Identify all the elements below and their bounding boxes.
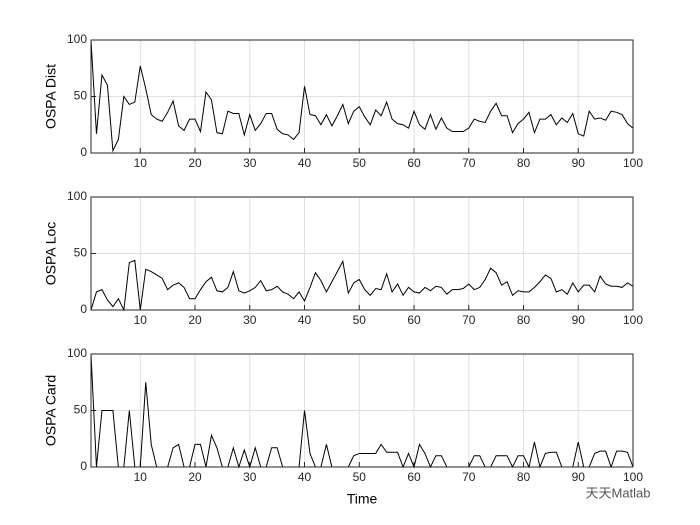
x-tick-label: 20 (188, 313, 202, 327)
x-tick-label: 90 (572, 470, 586, 484)
x-tick-label: 70 (462, 156, 476, 170)
x-tick-label: 80 (517, 313, 531, 327)
axes-box (90, 196, 634, 311)
y-tick-label: 100 (67, 189, 87, 203)
x-tick-label: 60 (407, 470, 421, 484)
y-tick-label: 100 (67, 32, 87, 46)
axes-box (90, 353, 634, 468)
y-tick-label: 0 (80, 459, 87, 473)
x-tick-label: 30 (243, 470, 257, 484)
x-tick-label: 40 (298, 156, 312, 170)
x-tick-label: 30 (243, 313, 257, 327)
x-tick-label: 60 (407, 156, 421, 170)
data-line (90, 39, 634, 153)
x-tick-label: 10 (134, 470, 148, 484)
y-tick-label: 0 (80, 145, 87, 159)
x-axis-label: Time (347, 491, 378, 507)
x-tick-label: 50 (353, 470, 367, 484)
x-tick-label: 50 (353, 313, 367, 327)
x-tick-label: 50 (353, 156, 367, 170)
x-tick-label: 20 (188, 156, 202, 170)
data-line (90, 259, 634, 312)
x-tick-label: 10 (134, 313, 148, 327)
x-tick-label: 70 (462, 470, 476, 484)
x-tick-label: 40 (298, 313, 312, 327)
y-tick-label: 50 (74, 89, 88, 103)
y-tick-label: 50 (74, 246, 88, 260)
x-tick-label: 90 (572, 313, 586, 327)
watermark: 天天Matlab (585, 485, 650, 500)
axes-box (90, 39, 634, 154)
x-tick-label: 60 (407, 313, 421, 327)
x-tick-label: 90 (572, 156, 586, 170)
x-tick-label: 80 (517, 156, 531, 170)
x-tick-label: 100 (623, 156, 643, 170)
y-tick-label: 50 (74, 403, 88, 417)
x-tick-label: 80 (517, 470, 531, 484)
y-axis-label: OSPA Loc (43, 222, 59, 286)
data-line (90, 353, 634, 469)
y-axis-label: OSPA Dist (43, 64, 59, 129)
x-tick-label: 30 (243, 156, 257, 170)
x-tick-label: 100 (623, 470, 643, 484)
x-tick-label: 40 (298, 470, 312, 484)
x-tick-label: 20 (188, 470, 202, 484)
y-tick-label: 0 (80, 302, 87, 316)
x-tick-label: 70 (462, 313, 476, 327)
x-tick-label: 10 (134, 156, 148, 170)
x-tick-label: 100 (623, 313, 643, 327)
y-axis-label: OSPA Card (43, 375, 59, 446)
y-tick-label: 100 (67, 346, 87, 360)
